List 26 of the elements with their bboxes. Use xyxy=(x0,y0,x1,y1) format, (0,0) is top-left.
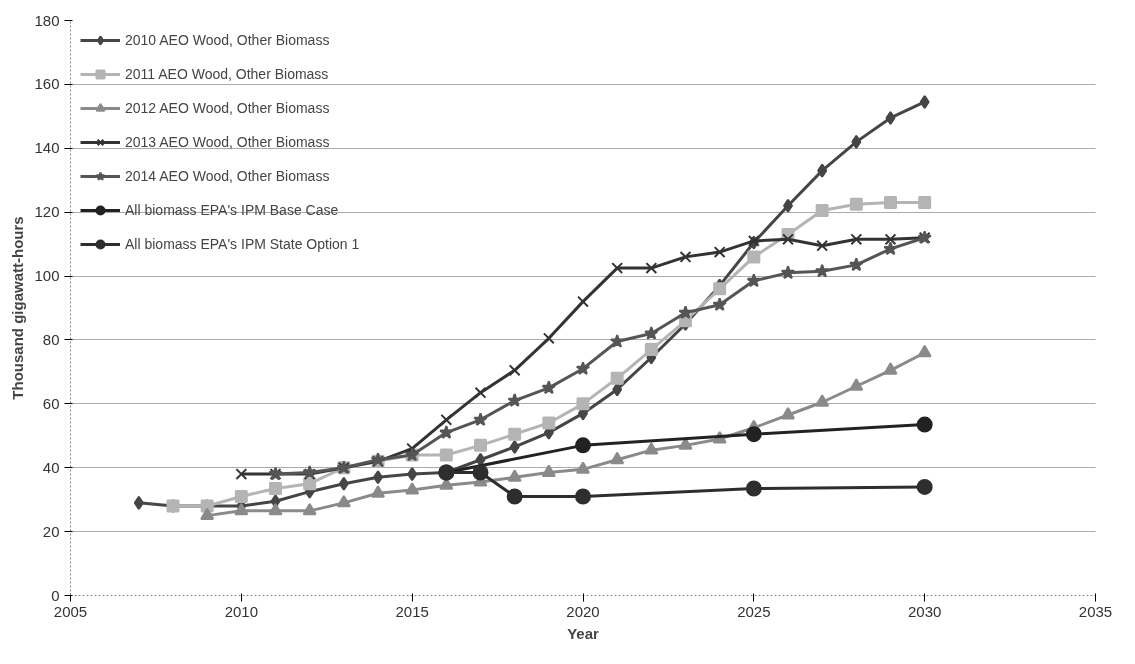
y-tick-label: 120 xyxy=(34,203,60,221)
legend-label: All biomass EPA's IPM Base Case xyxy=(125,202,339,218)
x-tick-label: 2030 xyxy=(907,602,942,620)
legend-label: 2013 AEO Wood, Other Biomass xyxy=(125,134,330,150)
legend-label: 2011 AEO Wood, Other Biomass xyxy=(125,66,329,82)
y-tick-label: 20 xyxy=(42,522,60,540)
legend-label: All biomass EPA's IPM State Option 1 xyxy=(125,236,360,252)
x-tick-label: 2005 xyxy=(53,602,88,620)
x-tick-label: 2010 xyxy=(224,602,259,620)
x-tick-label: 2020 xyxy=(566,602,600,620)
x-tick-label: 2015 xyxy=(395,602,429,620)
legend-label: 2012 AEO Wood, Other Biomass xyxy=(125,100,330,116)
y-tick-label: 60 xyxy=(42,394,60,412)
legend-label: 2014 AEO Wood, Other Biomass xyxy=(125,168,330,184)
y-tick-label: 140 xyxy=(34,139,60,157)
x-tick-label: 2025 xyxy=(737,602,771,620)
y-tick-label: 100 xyxy=(34,267,60,285)
y-tick-label: 40 xyxy=(42,458,60,476)
x-tick-label: 2035 xyxy=(1078,602,1113,620)
y-axis-title: Thousand gigawatt-hours xyxy=(9,216,27,400)
y-tick-label: 0 xyxy=(51,586,60,604)
y-tick-label: 80 xyxy=(42,330,60,348)
x-axis-title: Year xyxy=(567,624,600,642)
legend-label: 2010 AEO Wood, Other Biomass xyxy=(125,32,330,48)
y-tick-label: 160 xyxy=(34,75,60,93)
y-tick-label: 180 xyxy=(34,11,60,29)
